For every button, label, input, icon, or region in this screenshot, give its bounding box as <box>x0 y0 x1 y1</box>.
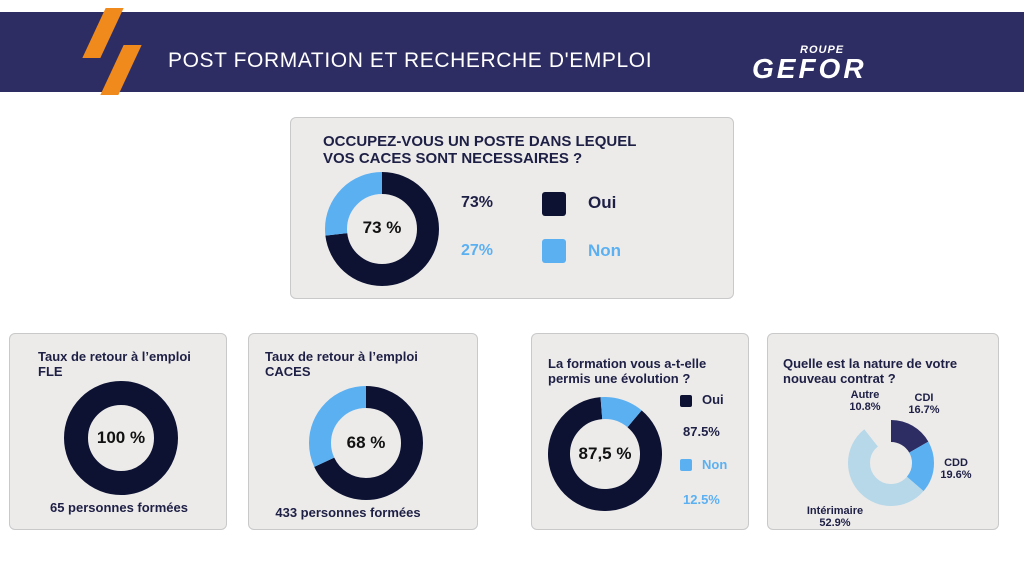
slice-name: CDI <box>914 392 934 404</box>
title-line: Taux de retour à l’emploi <box>265 349 418 364</box>
page-title: POST FORMATION ET RECHERCHE D'EMPLOI <box>168 49 653 72</box>
legend-swatch-non <box>542 239 566 263</box>
contract-slice-int-rimaire <box>848 420 934 506</box>
card-question: Quelle est la nature de votre nouveau co… <box>783 356 957 386</box>
donut-center-label: 87,5 % <box>578 444 632 463</box>
caces-necessary-donut <box>325 172 439 286</box>
slice-value: 19.6% <box>940 469 972 481</box>
slice-name: Autre <box>850 389 880 401</box>
evolution-donut <box>548 397 662 511</box>
question-line: Quelle est la nature de votre <box>783 356 958 371</box>
pie-label-interimaire: Intérimaire 52.9% <box>790 505 880 529</box>
orange-stripe-decoration <box>100 45 142 95</box>
non-percent: 27% <box>461 242 494 259</box>
title-line: CACES <box>265 364 311 379</box>
header-bar: POST FORMATION ET RECHERCHE D'EMPLOI ROU… <box>0 8 1024 95</box>
legend-label-oui: Oui <box>588 193 617 212</box>
legend-swatch-oui <box>680 395 692 407</box>
caces-donut <box>309 386 423 500</box>
contract-type-donut <box>848 420 934 506</box>
fle-slice-0 <box>64 381 178 495</box>
trained-count: 433 personnes formées <box>275 505 421 520</box>
caces-necessary-slice-non <box>325 172 439 286</box>
question-line: nouveau contrat ? <box>783 371 896 386</box>
legend-label-non: Non <box>588 241 622 260</box>
legend-swatch-oui <box>542 192 566 216</box>
caces-slice-1 <box>309 386 423 500</box>
caces-return-card: Taux de retour à l’emploi CACES 68 % 433… <box>248 333 478 530</box>
logo-small-text: ROUPE <box>800 44 845 56</box>
question-line: OCCUPEZ-VOUS UN POSTE DANS LEQUEL <box>323 133 637 150</box>
question-line: La formation vous a-t-elle <box>548 356 707 371</box>
oui-percent: 87.5% <box>683 424 720 439</box>
donut-center-label: 73 % <box>362 218 402 237</box>
question-line: permis une évolution ? <box>548 371 691 386</box>
trained-count: 65 personnes formées <box>49 500 188 515</box>
pie-label-cdd: CDD 19.6% <box>931 457 981 481</box>
contract-type-card: Quelle est la nature de votre nouveau co… <box>767 333 999 530</box>
card-question: La formation vous a-t-elle permis une év… <box>548 356 706 386</box>
donut-center-label: 100 % <box>96 428 146 447</box>
slice-value: 52.9% <box>819 517 851 529</box>
legend-swatch-non <box>680 459 692 471</box>
legend-label-non: Non <box>702 457 728 472</box>
question-line: VOS CACES SONT NECESSAIRES ? <box>323 150 583 167</box>
card-title: Taux de retour à l’emploi FLE <box>38 349 191 379</box>
legend-label-oui: Oui <box>702 392 724 407</box>
title-line: FLE <box>38 364 63 379</box>
card-question: OCCUPEZ-VOUS UN POSTE DANS LEQUEL VOS CA… <box>323 133 636 167</box>
logo-big-text: GEFOR <box>752 53 867 84</box>
card-title: Taux de retour à l’emploi CACES <box>265 349 418 379</box>
slice-name: Intérimaire <box>806 505 864 517</box>
evolution-slice-oui <box>548 397 662 511</box>
pie-label-cdi: CDI 16.7% <box>899 392 949 416</box>
orange-stripe-decoration <box>82 8 124 58</box>
evolution-card: La formation vous a-t-elle permis une év… <box>531 333 749 530</box>
slice-value: 16.7% <box>908 404 940 416</box>
donut-center-label: 68 % <box>346 433 386 452</box>
contract-slice-cdd <box>848 420 934 506</box>
slice-value: 10.8% <box>849 401 881 413</box>
gefor-logo: ROUPE GEFOR <box>752 44 962 84</box>
oui-percent: 73% <box>461 194 494 211</box>
pie-label-autre: Autre 10.8% <box>840 389 890 413</box>
fle-donut <box>64 381 178 495</box>
contract-slice-autre <box>848 420 934 506</box>
fle-return-card: Taux de retour à l’emploi FLE 100 % 65 p… <box>9 333 227 530</box>
non-percent: 12.5% <box>683 492 720 507</box>
slice-name: CDD <box>944 457 968 469</box>
title-line: Taux de retour à l’emploi <box>38 349 191 364</box>
caces-necessary-card: OCCUPEZ-VOUS UN POSTE DANS LEQUEL VOS CA… <box>290 117 734 299</box>
